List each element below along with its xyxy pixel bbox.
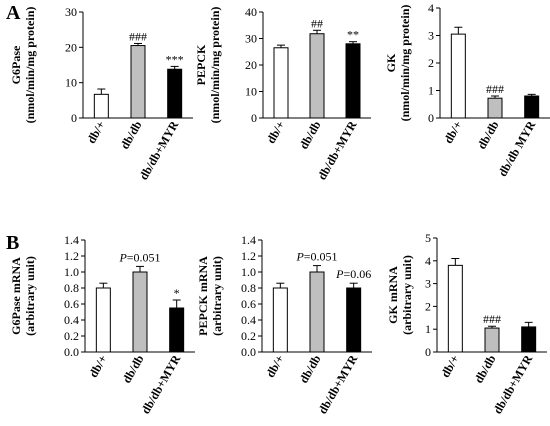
y-tick-label: 0	[251, 111, 257, 125]
y-tick-label: 0	[71, 111, 77, 125]
significance-label: ***	[166, 52, 184, 66]
y-tick-label: 4	[428, 1, 434, 15]
y-tick-label: 1.2	[241, 249, 256, 263]
y-tick-label: 0.4	[64, 313, 79, 327]
y-tick-label: 0.8	[64, 281, 79, 295]
y-tick-label: 30	[245, 32, 257, 46]
y-tick-label: 0.2	[241, 329, 256, 343]
category-label: db/+	[84, 118, 108, 146]
bar	[273, 47, 289, 119]
bar	[345, 43, 361, 119]
y-tick-label: 30	[65, 5, 77, 19]
category-label: db/db	[296, 118, 323, 151]
category-label: db/db	[471, 352, 498, 385]
y-axis-label: (arbitrary unit)	[210, 256, 224, 336]
bar	[130, 45, 146, 119]
y-axis-label: (arbitrary unit)	[400, 255, 414, 335]
bar	[309, 271, 325, 353]
y-tick-label: 0.2	[64, 329, 79, 343]
y-tick-label: 1.2	[64, 249, 79, 263]
significance-label: ###	[483, 312, 501, 326]
category-label: db/db	[474, 118, 501, 151]
y-axis-label: G6Pase	[9, 45, 23, 84]
y-tick-label: 3	[425, 277, 431, 291]
y-tick-label: 0.6	[64, 297, 79, 311]
bar	[346, 287, 362, 353]
category-label: db/+	[263, 352, 287, 380]
bar	[487, 97, 503, 119]
p-value-label: P=0.051	[295, 250, 337, 264]
y-tick-label: 0.4	[241, 313, 256, 327]
category-label: db/+	[264, 118, 288, 146]
category-label: db/db MYR	[495, 118, 538, 179]
y-axis-label: PEPCK mRNA	[196, 256, 210, 336]
y-axis-label: GK	[384, 53, 398, 72]
significance-label: **	[347, 28, 359, 42]
category-label: db/+	[86, 352, 110, 380]
y-tick-label: 1.4	[64, 233, 79, 247]
category-label: db/+	[438, 352, 462, 380]
category-label: db/db	[119, 352, 146, 385]
y-tick-label: 0	[428, 111, 434, 125]
panel-label-b: B	[6, 232, 20, 254]
y-tick-label: 0	[425, 345, 431, 359]
bar	[167, 68, 183, 119]
y-axis-label: (arbitrary unit)	[23, 256, 37, 336]
y-tick-label: 20	[65, 40, 77, 54]
p-value-label: P=0.051	[118, 250, 160, 264]
bar	[447, 264, 463, 353]
bar	[95, 287, 111, 353]
y-tick-label: 20	[245, 58, 257, 72]
bar	[524, 95, 540, 119]
y-tick-label: 0.8	[241, 281, 256, 295]
y-tick-label: 0.0	[241, 345, 256, 359]
category-label: db/db	[117, 118, 144, 151]
y-tick-label: 1.0	[64, 265, 79, 279]
y-tick-label: 0.6	[241, 297, 256, 311]
y-axis-label: (nmol/min/mg protein)	[208, 7, 222, 124]
y-tick-label: 1	[428, 84, 434, 98]
significance-label: ###	[486, 82, 504, 96]
significance-label: ##	[311, 16, 323, 30]
y-axis-label: GK mRNA	[386, 266, 400, 324]
y-tick-label: 1	[425, 322, 431, 336]
y-tick-label: 3	[428, 29, 434, 43]
y-tick-label: 1.4	[241, 233, 256, 247]
y-tick-label: 10	[65, 76, 77, 90]
y-tick-label: 2	[428, 56, 434, 70]
y-axis-label: PEPCK	[194, 44, 208, 85]
panel-label-a: A	[6, 2, 21, 24]
y-tick-label: 1.0	[241, 265, 256, 279]
y-tick-label: 10	[245, 85, 257, 99]
bar	[93, 93, 109, 119]
y-axis-label: (nmol/min/mg protein)	[23, 7, 37, 124]
bar	[309, 33, 325, 119]
bar	[132, 271, 148, 353]
y-tick-label: 0.0	[64, 345, 79, 359]
bar	[272, 287, 288, 353]
significance-label: *	[174, 286, 180, 300]
y-tick-label: 4	[425, 254, 431, 268]
y-axis-label: (nmol/min/mg protein)	[398, 5, 412, 122]
y-tick-label: 40	[245, 5, 257, 19]
y-axis-label: G6Pase mRNA	[9, 257, 23, 335]
category-label: db/db	[296, 352, 323, 385]
category-label: db/+	[441, 118, 465, 146]
p-value-label: P=0.06	[335, 267, 371, 281]
y-tick-label: 5	[425, 231, 431, 245]
bar	[484, 327, 500, 353]
bar	[521, 326, 537, 353]
bar	[169, 307, 185, 353]
significance-label: ###	[129, 29, 147, 43]
y-tick-label: 2	[425, 299, 431, 313]
bar	[450, 33, 466, 119]
